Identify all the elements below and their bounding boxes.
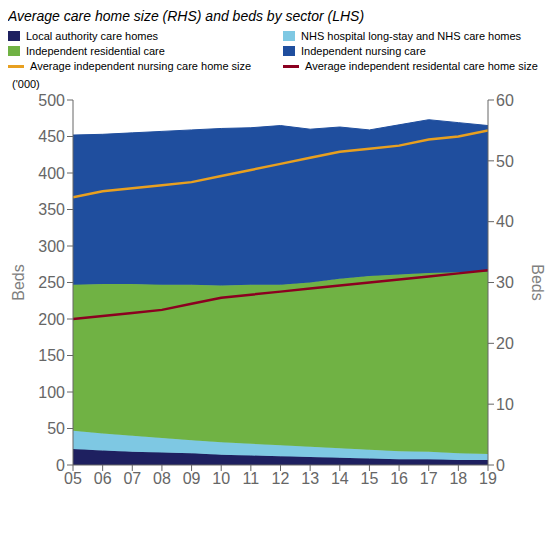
html-text:NHS hospital long-stay and NHS: NHS hospital long-stay and NHS care home… bbox=[301, 30, 522, 42]
svg-text:05: 05 bbox=[64, 470, 82, 487]
html-text:Average independent residental: Average independent residental care home… bbox=[305, 60, 538, 72]
html-text:Average care home size (RHS) a: Average care home size (RHS) and beds by… bbox=[8, 8, 365, 24]
svg-text:0: 0 bbox=[56, 457, 65, 474]
svg-text:100: 100 bbox=[38, 384, 65, 401]
svg-text:150: 150 bbox=[38, 347, 65, 364]
svg-text:07: 07 bbox=[123, 470, 141, 487]
svg-text:50: 50 bbox=[496, 153, 514, 170]
svg-text:10: 10 bbox=[212, 470, 230, 487]
html-text:Independent residential care: Independent residential care bbox=[26, 45, 165, 57]
svg-text:15: 15 bbox=[361, 470, 379, 487]
svg-text:08: 08 bbox=[153, 470, 171, 487]
svg-text:13: 13 bbox=[301, 470, 319, 487]
svg-text:0: 0 bbox=[496, 457, 505, 474]
svg-text:350: 350 bbox=[38, 201, 65, 218]
html-text:('000): ('000) bbox=[12, 78, 40, 90]
svg-text:200: 200 bbox=[38, 311, 65, 328]
svg-text:500: 500 bbox=[38, 92, 65, 109]
svg-text:Beds: Beds bbox=[10, 264, 27, 300]
svg-text:50: 50 bbox=[47, 420, 65, 437]
svg-text:40: 40 bbox=[496, 213, 514, 230]
svg-text:18: 18 bbox=[449, 470, 467, 487]
html-text:Local authority care homes: Local authority care homes bbox=[26, 30, 159, 42]
svg-text:09: 09 bbox=[183, 470, 201, 487]
svg-text:17: 17 bbox=[420, 470, 438, 487]
svg-text:06: 06 bbox=[94, 470, 112, 487]
svg-text:250: 250 bbox=[38, 274, 65, 291]
svg-text:60: 60 bbox=[496, 92, 514, 109]
html-text:Independent nursing care: Independent nursing care bbox=[301, 45, 426, 57]
html-text:Average independent nursing ca: Average independent nursing care home si… bbox=[30, 60, 252, 72]
svg-text:11: 11 bbox=[243, 470, 260, 487]
svg-text:450: 450 bbox=[38, 128, 65, 145]
svg-text:12: 12 bbox=[272, 470, 290, 487]
svg-text:20: 20 bbox=[496, 335, 514, 352]
svg-text:19: 19 bbox=[479, 470, 497, 487]
svg-text:Beds: Beds bbox=[529, 264, 546, 300]
svg-text:16: 16 bbox=[390, 470, 408, 487]
svg-text:30: 30 bbox=[496, 274, 514, 291]
svg-text:10: 10 bbox=[496, 396, 514, 413]
svg-text:14: 14 bbox=[331, 470, 349, 487]
svg-text:300: 300 bbox=[38, 238, 65, 255]
svg-text:400: 400 bbox=[38, 165, 65, 182]
